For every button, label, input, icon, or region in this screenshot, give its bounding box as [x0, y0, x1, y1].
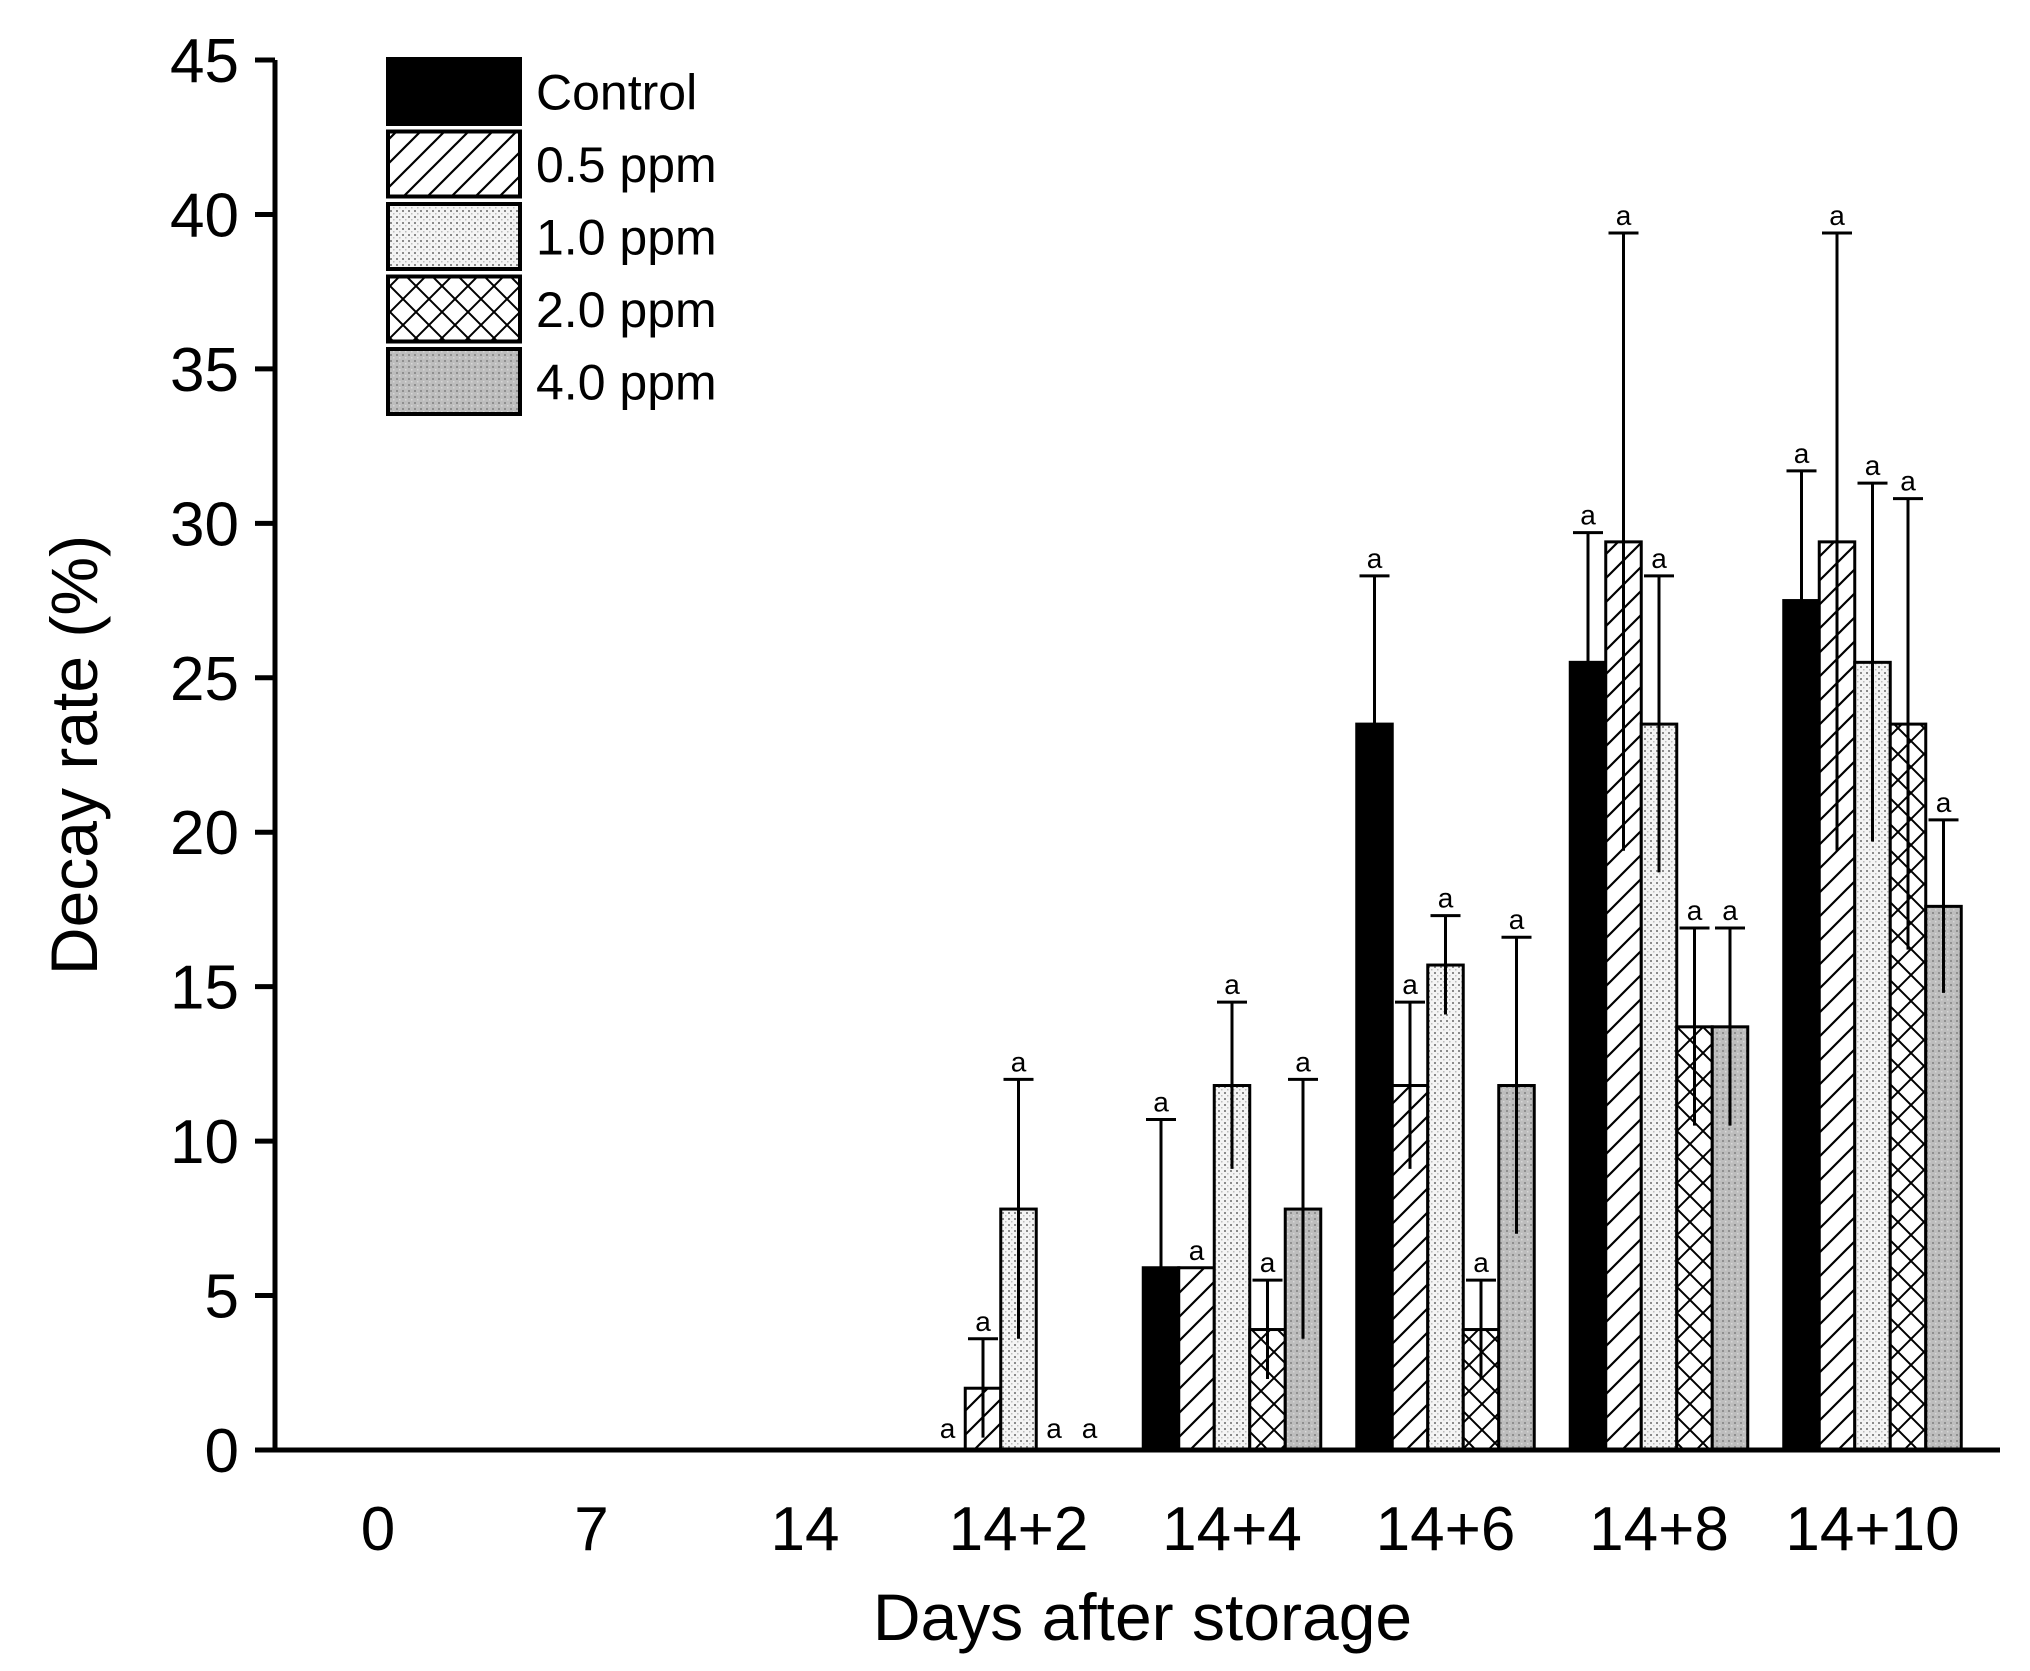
bars-layer	[963, 540, 1963, 1452]
bar-1_0-ppm-14+6	[1426, 963, 1465, 1452]
significance-letter: a	[1011, 1046, 1027, 1077]
significance-letter: a	[1616, 200, 1632, 231]
y-tick-label: 10	[170, 1108, 239, 1177]
legend-swatch-2_0-ppm	[386, 274, 522, 344]
significance-letter: a	[1794, 438, 1810, 469]
significance-letter: a	[1046, 1413, 1062, 1444]
x-tick-label: 14	[771, 1495, 840, 1564]
x-tick-label: 14+4	[1162, 1495, 1302, 1564]
significance-letter: a	[1722, 895, 1738, 926]
significance-letter: a	[1367, 543, 1383, 574]
bar-0_5-ppm-14+4	[1177, 1266, 1216, 1452]
significance-letter: a	[1865, 450, 1881, 481]
y-tick-label: 40	[170, 181, 239, 250]
legend-label: 0.5 ppm	[536, 137, 717, 193]
x-tick-label: 14+2	[949, 1495, 1089, 1564]
y-tick-label: 45	[170, 27, 239, 96]
legend-swatch-0_5-ppm	[386, 129, 522, 199]
significance-letter: a	[1687, 895, 1703, 926]
legend-label: 2.0 ppm	[536, 282, 717, 338]
significance-letter: a	[1189, 1235, 1205, 1266]
significance-letter: a	[1580, 500, 1596, 531]
y-tick-label: 0	[205, 1417, 239, 1486]
bar-4_0-ppm-14+10	[1924, 904, 1963, 1452]
significance-letter: a	[1900, 466, 1916, 497]
significance-letter: a	[1438, 883, 1454, 914]
x-tick-label: 14+10	[1785, 1495, 1959, 1564]
x-tick-label: 0	[361, 1495, 395, 1564]
significance-letter: a	[1936, 787, 1952, 818]
significance-letter: a	[1224, 969, 1240, 1000]
legend: Control 0.5 ppm 1.0 ppm 2.0 ppm 4.0 ppm	[386, 57, 717, 416]
x-axis-title: Days after storage	[873, 1580, 1412, 1654]
significance-letter: a	[1260, 1247, 1276, 1278]
x-tick-label: 7	[574, 1495, 608, 1564]
y-tick-label: 20	[170, 799, 239, 868]
y-tick-label: 15	[170, 954, 239, 1023]
legend-label: 1.0 ppm	[536, 210, 717, 266]
y-axis-title: Decay rate (%)	[37, 535, 111, 975]
significance-letter: a	[1509, 904, 1525, 935]
bar-1_0-ppm-14+4	[1212, 1084, 1252, 1452]
significance-letter: a	[1651, 543, 1667, 574]
significance-letter: a	[1473, 1247, 1489, 1278]
significance-letter: a	[1829, 200, 1845, 231]
legend-swatch-Control	[386, 57, 522, 126]
y-tick-label: 5	[205, 1263, 239, 1332]
significance-letter: a	[940, 1413, 956, 1444]
legend-label: Control	[536, 65, 697, 121]
axes	[272, 60, 2000, 1453]
significance-letter: a	[1082, 1413, 1098, 1444]
y-tick-label: 35	[170, 336, 239, 405]
y-tick-label: 25	[170, 645, 239, 714]
significance-letter: a	[1153, 1086, 1169, 1117]
x-ticks: 0 7 14 14+2 14+4 14+6 14+8 14+10	[361, 1495, 1960, 1564]
y-ticks: 0 5 10 15 20 25 30 35 40 45	[170, 27, 275, 1486]
significance-letter: a	[975, 1306, 991, 1337]
significance-letter: a	[1402, 969, 1418, 1000]
x-tick-label: 14+6	[1376, 1495, 1516, 1564]
significance-letter: a	[1295, 1046, 1311, 1077]
x-tick-label: 14+8	[1589, 1495, 1729, 1564]
bar-0_5-ppm-14+10	[1817, 540, 1857, 1452]
legend-label: 4.0 ppm	[536, 355, 717, 411]
legend-swatch-1_0-ppm	[386, 202, 522, 271]
legend-swatch-4_0-ppm	[386, 347, 522, 416]
y-tick-label: 30	[170, 490, 239, 559]
error-bars-layer	[968, 231, 1959, 1438]
